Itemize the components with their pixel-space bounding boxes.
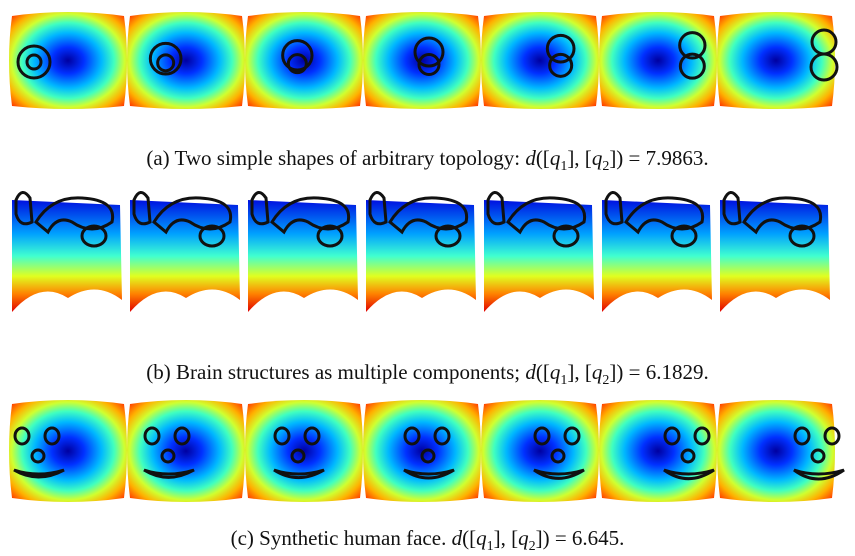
caption-end: . — [703, 360, 708, 384]
formula-token: 2 — [529, 539, 536, 554]
formula-token: q — [518, 526, 529, 550]
formula-token: ([ — [462, 526, 476, 550]
face-frame — [127, 400, 245, 502]
face-frame — [599, 400, 717, 502]
shape-frame — [599, 12, 717, 109]
formula-token: ]) = — [609, 146, 645, 170]
brain-frame — [602, 192, 712, 312]
formula-token: 1 — [487, 539, 494, 554]
formula-token: q — [550, 146, 561, 170]
formula-token: d — [525, 360, 536, 384]
formula-token: ], [ — [494, 526, 519, 550]
color-field — [717, 12, 835, 109]
brain-frame — [248, 192, 358, 312]
color-field — [599, 12, 717, 109]
shape-frame — [245, 12, 363, 109]
color-field — [248, 200, 358, 312]
formula-token: q — [592, 146, 603, 170]
formula-token: q — [550, 360, 561, 384]
formula-token: ], [ — [567, 146, 592, 170]
distance-value: 7.9863 — [646, 146, 704, 170]
shape-frame — [363, 12, 481, 109]
color-field — [720, 200, 830, 312]
caption: (c) Synthetic human face. d([q1], [q2]) … — [0, 526, 855, 555]
formula-token: ]) = — [609, 360, 645, 384]
caption-label: (c) — [231, 526, 254, 550]
shape-frame — [717, 12, 837, 109]
color-field — [366, 200, 476, 312]
distance-value: 6.1829 — [646, 360, 704, 384]
color-field — [599, 400, 717, 502]
color-field — [602, 200, 712, 312]
brain-frame — [720, 192, 830, 312]
color-field — [481, 400, 599, 502]
color-field — [363, 400, 481, 502]
color-field — [245, 400, 363, 502]
color-field — [481, 12, 599, 109]
caption-text: Synthetic human face. — [259, 526, 446, 550]
caption-end: . — [703, 146, 708, 170]
formula-token: q — [476, 526, 487, 550]
face-frame — [363, 400, 481, 502]
formula-token: ([ — [536, 360, 550, 384]
color-field — [245, 12, 363, 109]
formula-token: ]) = — [536, 526, 572, 550]
formula-token: ([ — [536, 146, 550, 170]
color-field — [127, 12, 245, 109]
figure: (a) Two simple shapes of arbitrary topol… — [0, 0, 855, 556]
caption-label: (b) — [146, 360, 171, 384]
brain-frame — [366, 192, 476, 312]
brain-frame — [12, 192, 122, 312]
distance-value: 6.645 — [572, 526, 619, 550]
shape-frame — [9, 12, 127, 109]
formula-token: ], [ — [567, 360, 592, 384]
caption: (b) Brain structures as multiple compone… — [0, 360, 855, 389]
brain-frame — [130, 192, 240, 312]
formula-token: d — [525, 146, 536, 170]
face-frame — [481, 400, 599, 502]
color-field — [12, 200, 122, 312]
face-frame — [245, 400, 363, 502]
color-field — [9, 400, 127, 502]
caption-text: Brain structures as multiple components; — [176, 360, 520, 384]
color-field — [130, 200, 240, 312]
caption-end: . — [619, 526, 624, 550]
brain-frame — [484, 192, 594, 312]
color-field — [127, 400, 245, 502]
formula-token: d — [452, 526, 463, 550]
shape-frame — [127, 12, 245, 109]
formula-token: q — [592, 360, 603, 384]
face-frame — [9, 400, 127, 502]
caption-text: Two simple shapes of arbitrary topology: — [175, 146, 521, 170]
face-frame — [717, 400, 844, 502]
caption: (a) Two simple shapes of arbitrary topol… — [0, 146, 855, 175]
figure-images — [0, 0, 855, 556]
shape-frame — [481, 12, 599, 109]
caption-label: (a) — [146, 146, 169, 170]
color-field — [363, 12, 481, 109]
color-field — [484, 200, 594, 312]
